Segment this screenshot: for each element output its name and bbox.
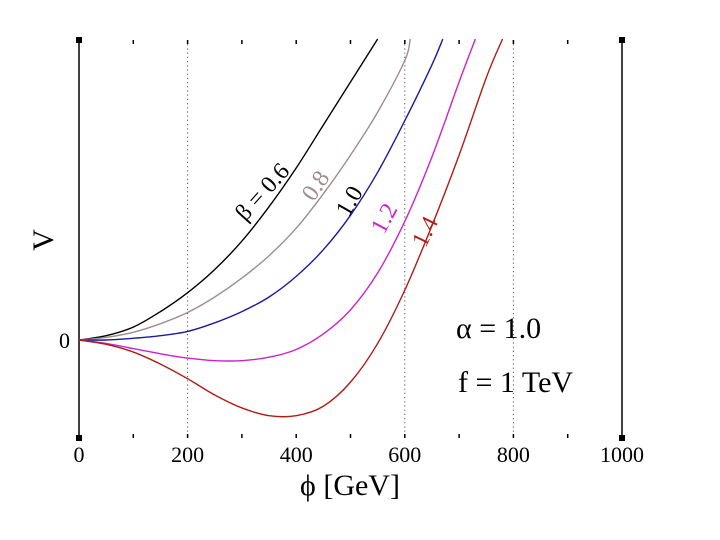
curve-label-beta-1.4: 1.4	[407, 213, 444, 251]
x-tick-label-0: 0	[74, 442, 85, 467]
frame-corner-top-left	[76, 37, 82, 43]
series-line-beta-1.2	[78, 38, 477, 362]
x-tick-label-800: 800	[497, 442, 530, 467]
y-axis-title: V	[27, 229, 60, 251]
series-line-beta-0.6	[78, 38, 379, 341]
x-tick-label-400: 400	[280, 442, 313, 467]
annotation-alpha: α = 1.0	[456, 312, 541, 345]
x-tick-marks	[132, 40, 569, 438]
series-layer	[78, 38, 504, 418]
curve-label-beta-1.0: 1.0	[331, 182, 369, 221]
frame-corner-bottom-right	[619, 435, 625, 441]
series-line-beta-1	[78, 38, 444, 341]
frame-corner-bottom-left	[76, 435, 82, 441]
series-line-beta-0.8	[78, 38, 411, 341]
curve-label-beta-0.8: 0.8	[297, 166, 335, 205]
y-tick-label-0: 0	[59, 328, 70, 353]
frame-corner-top-right	[619, 37, 625, 43]
x-axis-title: ϕ [GeV]	[300, 469, 400, 502]
series-line-beta-1.4	[78, 38, 504, 418]
x-tick-label-600: 600	[388, 442, 421, 467]
x-tick-label-200: 200	[171, 442, 204, 467]
curve-label-beta-1.2: 1.2	[366, 199, 403, 238]
x-tick-label-1000: 1000	[600, 442, 644, 467]
annotation-f: f = 1 TeV	[458, 366, 573, 399]
